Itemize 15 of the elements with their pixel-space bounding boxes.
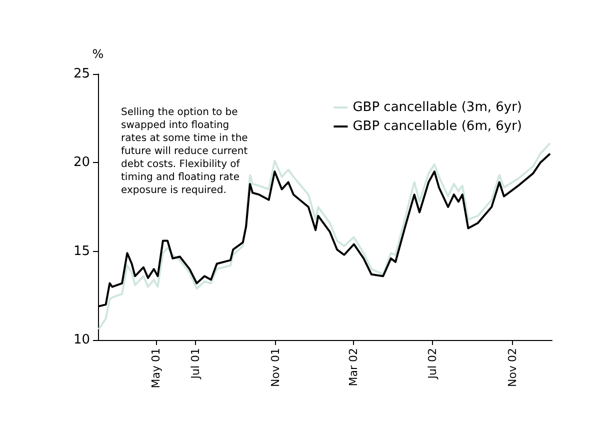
annotation: Selling the option to be swapped into floating rates at some time in the future will reduce current debt costs. Flexibility of timing and floating rate exposure is required. [121,107,248,196]
y-tick-label: 25 [73,66,90,82]
x-tick-label: Nov 01 [268,348,282,387]
x-tick-label: Nov 02 [506,348,519,387]
x-tick-label: Jul 01 [188,348,202,380]
legend-label: GBP cancellable (3m, 6yr) [352,100,522,115]
line-series [98,142,552,330]
legend-label: GBP cancellable (6m, 6yr) [352,119,522,134]
x-tick-label: Mar 02 [346,348,360,386]
x-tick-label: May 01 [149,348,162,388]
y-tick-label: 10 [73,332,90,348]
y-tick-label: 20 [73,155,90,170]
x-tick-label: Jul 02 [426,348,439,380]
y-axis-title: % [92,47,104,61]
y-tick-label: 15 [73,244,90,259]
